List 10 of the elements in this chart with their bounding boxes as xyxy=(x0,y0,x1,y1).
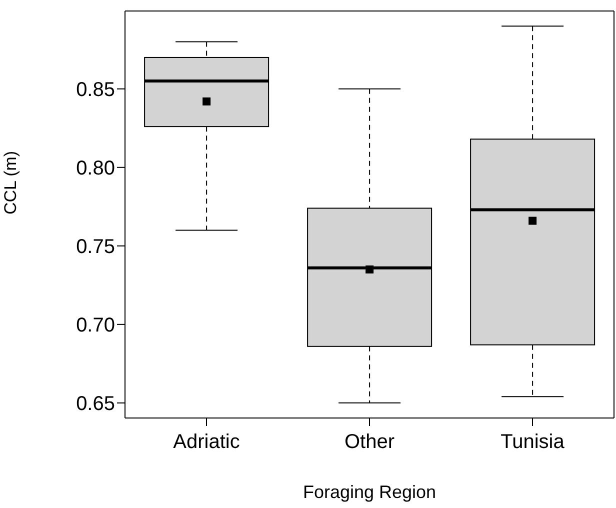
x-tick-label: Other xyxy=(344,431,395,454)
y-tick-label: 0.75 xyxy=(76,236,115,258)
y-tick-label: 0.70 xyxy=(76,314,115,337)
x-tick-label: Tunisia xyxy=(500,431,566,454)
x-tick-label: Adriatic xyxy=(173,431,240,454)
y-tick-label: 0.65 xyxy=(76,393,115,416)
y-axis-title: CCL (m) xyxy=(1,150,20,214)
x-axis-title: Foraging Region xyxy=(302,482,436,502)
y-tick-label: 0.85 xyxy=(76,78,115,101)
y-tick-label: 0.80 xyxy=(76,157,115,180)
